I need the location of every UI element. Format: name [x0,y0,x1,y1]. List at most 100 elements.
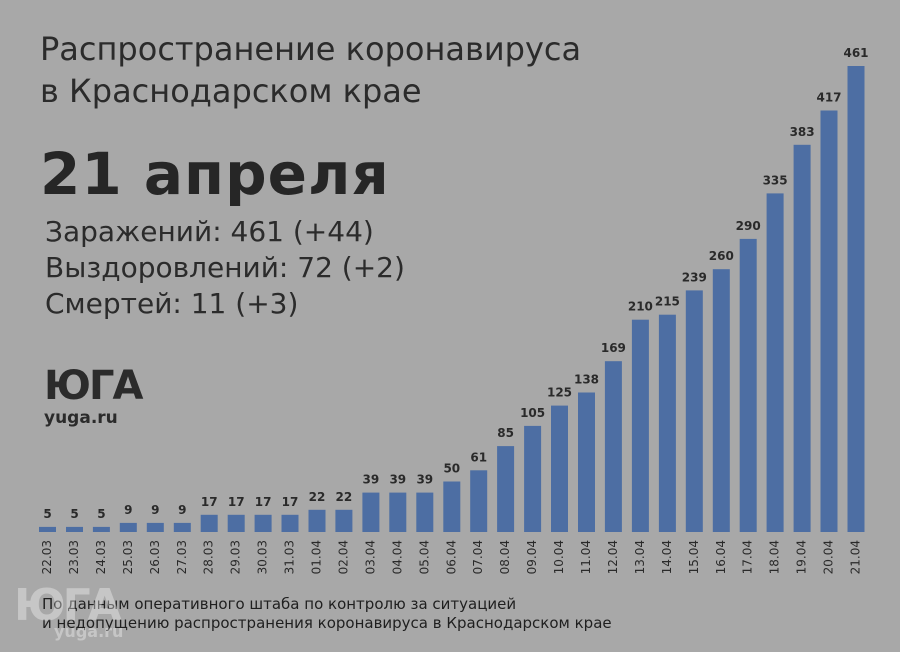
source-note: По данным оперативного штаба по контролю… [42,595,612,633]
bar-17.04 [739,238,757,532]
source-line-2: и недопущению распространения коронавиру… [42,614,612,632]
value-label-26.03: 9 [151,503,159,517]
value-label-18.04: 335 [763,173,788,187]
tick-label-07.04: 07.04 [471,540,485,574]
bar-04.04 [389,492,407,532]
value-label-13.04: 210 [628,300,653,314]
tick-label-28.03: 28.03 [202,540,216,574]
watermark: ЮГА yuga.ru [14,580,124,642]
value-label-23.03: 5 [70,507,78,521]
bar-02.04 [335,509,353,532]
tick-label-20.04: 20.04 [822,540,836,574]
bar-07.04 [470,470,488,532]
bar-16.04 [712,269,730,532]
report-date: 21 апреля [40,140,390,208]
bar-29.03 [227,514,245,532]
tick-label-24.03: 24.03 [94,540,108,574]
value-label-20.04: 417 [816,91,841,105]
logo-mark: ЮГА [44,363,143,409]
chart-title: Распространение коронавируса в Краснодар… [40,28,581,112]
bar-11.04 [578,392,595,532]
value-label-21.04: 461 [843,46,868,60]
bar-10.04 [551,405,568,532]
bar-01.04 [308,509,326,532]
tick-label-11.04: 11.04 [579,540,593,574]
bar-28.03 [200,514,218,532]
tick-label-06.04: 06.04 [444,540,458,574]
bar-21.04 [847,66,865,532]
value-label-19.04: 383 [790,125,815,139]
bar-12.04 [604,361,622,532]
bar-13.04 [631,319,649,532]
yuga-logo: ЮГА yuga.ru [44,363,143,428]
value-label-24.03: 5 [97,507,105,521]
tick-label-22.03: 22.03 [40,540,54,574]
tick-label-23.03: 23.03 [67,540,81,574]
watermark-site: yuga.ru [54,622,124,641]
value-label-05.04: 39 [416,473,433,487]
title-line-2: в Краснодарском крае [40,72,422,110]
bar-25.03 [119,522,137,532]
value-label-27.03: 9 [178,503,186,517]
tick-label-09.04: 09.04 [525,540,539,574]
tick-label-21.04: 21.04 [849,540,863,574]
bar-09.04 [524,425,542,532]
value-label-28.03: 17 [201,495,218,509]
tick-label-10.04: 10.04 [552,540,566,574]
tick-label-29.03: 29.03 [229,540,243,574]
tick-label-30.03: 30.03 [256,540,270,574]
tick-label-03.04: 03.04 [363,540,377,574]
bar-03.04 [362,492,380,532]
tick-label-01.04: 01.04 [310,540,324,574]
tick-label-19.04: 19.04 [795,540,809,574]
bar-20.04 [820,110,838,532]
stat-recovered: Выздоровлений: 72 (+2) [45,251,405,284]
value-label-15.04: 239 [682,270,707,284]
tick-label-18.04: 18.04 [768,540,782,574]
tick-label-15.04: 15.04 [687,540,701,574]
tick-label-08.04: 08.04 [498,540,512,574]
bar-23.03 [66,526,83,532]
tick-label-27.03: 27.03 [175,540,189,574]
logo-site: yuga.ru [44,408,118,428]
value-label-29.03: 17 [228,495,245,509]
value-label-11.04: 138 [574,373,599,387]
bar-31.03 [281,514,299,532]
value-label-09.04: 105 [520,406,545,420]
title-line-1: Распространение коронавируса [40,30,582,68]
value-label-17.04: 290 [736,219,761,233]
tick-label-31.03: 31.03 [283,540,297,574]
value-label-07.04: 61 [470,450,487,464]
tick-label-04.04: 04.04 [390,540,404,574]
bar-15.04 [685,290,703,532]
stat-deaths: Смертей: 11 (+3) [45,287,299,320]
tick-label-14.04: 14.04 [660,540,674,574]
value-label-25.03: 9 [124,503,132,517]
value-label-10.04: 125 [547,386,572,400]
tick-label-26.03: 26.03 [148,540,162,574]
value-label-31.03: 17 [282,495,299,509]
tick-label-13.04: 13.04 [633,540,647,574]
value-label-16.04: 260 [709,249,734,263]
value-label-03.04: 39 [363,473,380,487]
bar-27.03 [173,522,191,532]
value-label-22.03: 5 [43,507,51,521]
bar-18.04 [766,193,784,532]
tick-label-25.03: 25.03 [121,540,135,574]
value-label-30.03: 17 [255,495,272,509]
value-label-02.04: 22 [336,490,353,504]
bar-24.03 [92,526,110,532]
watermark-mark: ЮГА [14,580,122,631]
bar-30.03 [254,514,272,532]
tick-label-17.04: 17.04 [741,540,755,574]
bar-19.04 [793,144,811,533]
bar-22.03 [39,526,56,532]
bar-08.04 [497,446,515,532]
bar-06.04 [443,481,461,532]
tick-label-16.04: 16.04 [714,540,728,574]
stat-infected: Заражений: 461 (+44) [45,215,374,248]
tick-label-05.04: 05.04 [417,540,431,574]
value-label-01.04: 22 [309,490,326,504]
tick-label-02.04: 02.04 [336,540,350,574]
